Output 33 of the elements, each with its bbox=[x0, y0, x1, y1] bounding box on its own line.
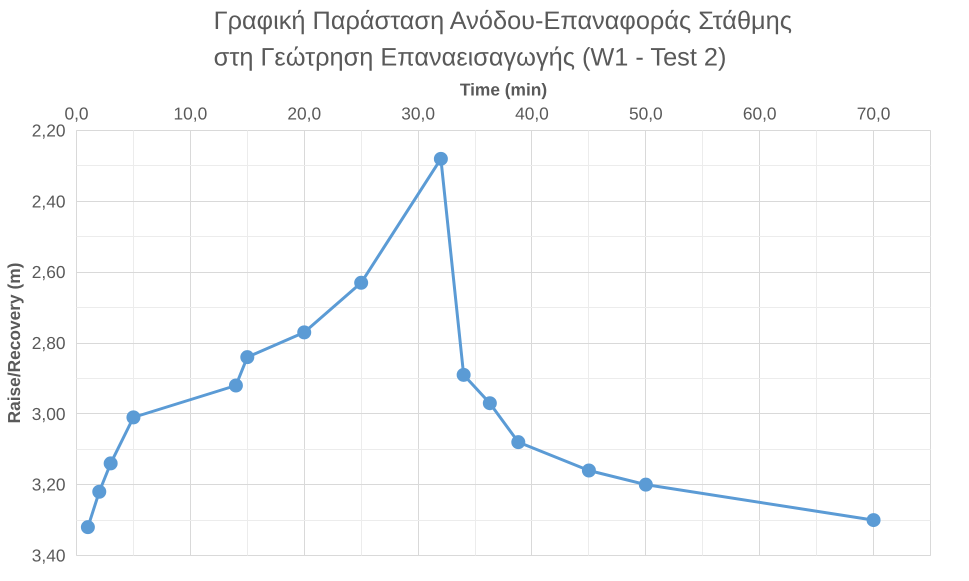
point bbox=[228, 378, 243, 392]
point bbox=[866, 513, 881, 528]
y-tick-label: 2,40 bbox=[32, 191, 66, 212]
point bbox=[126, 410, 140, 424]
y-tick-label: 3,20 bbox=[32, 474, 66, 495]
point bbox=[511, 435, 526, 450]
point bbox=[297, 325, 312, 340]
y-tick-label: 3,40 bbox=[32, 546, 66, 566]
x-tick-label: 50,0 bbox=[628, 104, 663, 124]
point bbox=[92, 484, 106, 499]
point bbox=[482, 396, 497, 410]
x-tick-label: 30,0 bbox=[401, 104, 435, 124]
point bbox=[638, 478, 653, 492]
y-tick-label: 2,20 bbox=[32, 120, 66, 140]
x-tick-label: 70,0 bbox=[856, 104, 890, 124]
y-axis-title: Raise/Recovery (m) bbox=[4, 262, 24, 424]
y-tick-label: 2,60 bbox=[32, 262, 66, 282]
point bbox=[456, 368, 471, 382]
x-tick-label: 0,0 bbox=[64, 104, 89, 124]
x-tick-label: 10,0 bbox=[174, 104, 208, 124]
point bbox=[434, 152, 448, 166]
point bbox=[582, 464, 596, 478]
chart-title: Γραφική Παράσταση Ανόδου-Επαναφοράς Στάθμης στη Γεώτρηση Επαναεισαγωγής (W1 - Test 2) bbox=[214, 7, 792, 72]
x-tick-label: 20,0 bbox=[287, 104, 322, 124]
point bbox=[240, 350, 254, 364]
x-axis-title: Time (min) bbox=[460, 80, 548, 100]
y-tick-label: 3,00 bbox=[32, 404, 66, 424]
x-tick-label: 60,0 bbox=[742, 104, 777, 124]
x-tick-label: 40,0 bbox=[515, 104, 549, 124]
point bbox=[104, 456, 118, 470]
point bbox=[80, 520, 95, 534]
point bbox=[354, 276, 368, 290]
y-tick-label: 2,80 bbox=[32, 333, 66, 353]
